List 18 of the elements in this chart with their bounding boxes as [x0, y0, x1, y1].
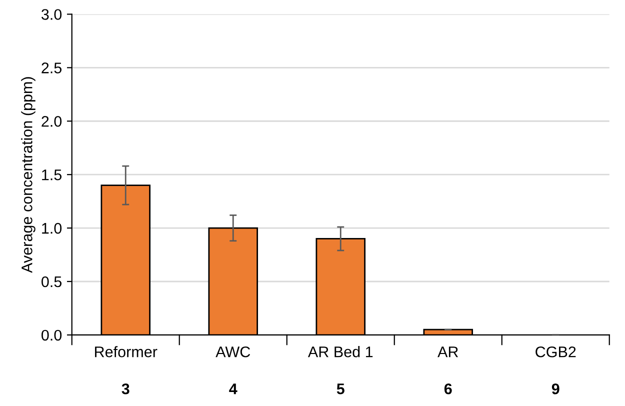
y-axis-title: Average concentration (ppm)	[21, 77, 36, 273]
y-tick-label: 1.0	[42, 222, 62, 234]
y-tick-label: 2.5	[42, 62, 62, 74]
y-tick-label: 1.5	[42, 170, 62, 180]
y-tick-label: 0.0	[42, 330, 62, 341]
x-tick-label: AWC	[216, 346, 250, 358]
text: 4	[229, 384, 238, 394]
x-tick-label: Reformer	[95, 346, 158, 358]
x-tick-label: AR	[438, 346, 458, 358]
y-tick-label: 3.0	[42, 9, 62, 20]
x-tick-label: AR Bed 1	[308, 346, 373, 358]
y-tick-label: 0.5	[42, 276, 62, 288]
text: 6	[444, 383, 452, 394]
text: 3	[122, 383, 130, 394]
text: 9	[552, 383, 560, 394]
text: 5	[336, 384, 344, 394]
y-tick-label: 2.0	[42, 116, 62, 127]
x-tick-label: CGB2	[536, 346, 576, 358]
